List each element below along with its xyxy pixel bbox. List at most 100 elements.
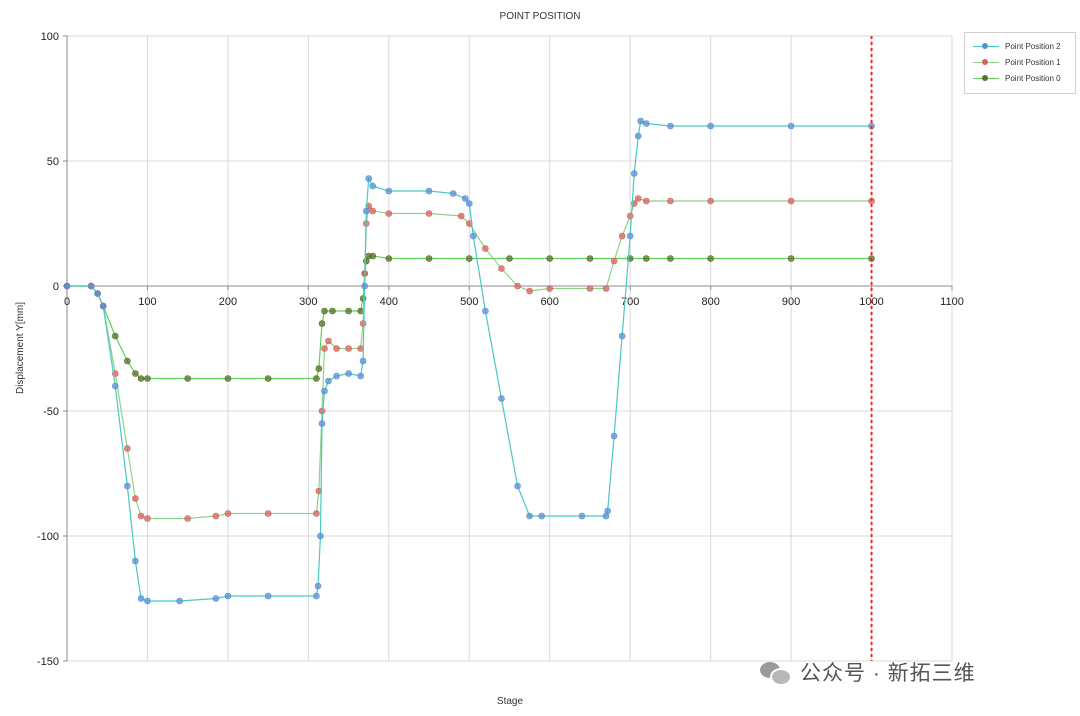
data-point (314, 582, 322, 590)
data-point (506, 255, 513, 262)
data-point (498, 395, 505, 402)
data-point (618, 332, 626, 340)
data-point (132, 495, 139, 502)
data-point (586, 285, 594, 292)
y-axis-ticks: 100 50 0 -50 -100 -150 (37, 31, 67, 668)
data-point (498, 265, 505, 272)
data-point (317, 532, 324, 540)
legend: Point Position 2 Point Position 1 Point … (964, 32, 1076, 94)
legend-item-point-position-2: Point Position 2 (971, 39, 1061, 53)
x-axis-title: Stage (497, 696, 524, 707)
data-point (586, 255, 594, 262)
data-point (425, 210, 433, 217)
data-point (321, 387, 328, 395)
data-point (461, 195, 469, 202)
x-axis-ticks: 010020030040050060070080090010001100 (64, 286, 964, 308)
data-point (457, 212, 465, 220)
data-point (124, 357, 131, 365)
data-point (642, 197, 650, 205)
x-tick-label: 300 (299, 296, 317, 308)
data-point (546, 285, 554, 292)
data-point (313, 592, 320, 600)
data-point (99, 302, 107, 310)
legend-item-point-position-0: Point Position 0 (971, 71, 1061, 85)
data-point (333, 345, 340, 352)
data-point (184, 375, 191, 382)
data-point (634, 132, 642, 140)
y-tick-label: -100 (37, 531, 59, 543)
data-point (369, 182, 377, 190)
data-point (618, 232, 626, 240)
x-tick-label: 200 (219, 296, 237, 308)
data-point (469, 232, 477, 240)
data-point (369, 252, 377, 260)
data-point (787, 255, 795, 262)
data-point (642, 255, 650, 262)
data-point (359, 320, 367, 327)
data-point (667, 255, 674, 262)
data-point (212, 595, 220, 602)
data-point (707, 197, 714, 205)
data-point (465, 255, 473, 262)
data-point (318, 320, 326, 327)
data-point (385, 187, 393, 195)
series-layer (63, 117, 875, 605)
data-point (313, 375, 320, 382)
x-tick-label: 500 (460, 296, 478, 308)
data-point (546, 255, 554, 262)
watermark: 公众号 · 新拓三维 (760, 652, 976, 692)
data-point (526, 287, 533, 295)
data-point (325, 337, 332, 345)
data-point (94, 290, 101, 297)
data-point (604, 507, 611, 515)
data-point (132, 557, 139, 565)
legend-label: Point Position 2 (1005, 41, 1061, 51)
data-point (318, 420, 326, 427)
data-point (345, 307, 352, 315)
chart-title: POINT POSITION (500, 11, 581, 22)
grid (66, 35, 953, 662)
data-point (144, 515, 151, 522)
series-point-position-2 (63, 117, 875, 605)
data-point (264, 375, 272, 382)
data-point (63, 282, 71, 290)
wechat-icon (760, 660, 792, 686)
data-point (787, 197, 795, 205)
data-point (634, 195, 642, 202)
data-point (111, 382, 119, 390)
data-point (365, 175, 373, 182)
legend-label: Point Position 0 (1005, 73, 1061, 83)
data-point (637, 117, 644, 125)
x-tick-label: 100 (138, 296, 156, 308)
data-point (321, 307, 328, 315)
data-point (465, 200, 473, 207)
data-point (449, 190, 457, 197)
data-point (425, 255, 433, 262)
data-point (345, 345, 352, 352)
data-point (111, 332, 119, 340)
data-point (707, 122, 714, 130)
data-point (787, 122, 795, 130)
data-point (514, 482, 521, 490)
data-point (357, 372, 364, 380)
data-point (642, 120, 650, 127)
data-point (144, 375, 151, 382)
legend-item-point-position-1: Point Position 1 (971, 55, 1061, 69)
data-point (626, 232, 634, 240)
data-point (137, 375, 145, 382)
data-point (224, 510, 232, 517)
watermark-text: 公众号 · 新拓三维 (800, 662, 976, 685)
data-point (264, 592, 272, 600)
x-tick-label: 700 (621, 296, 639, 308)
y-tick-label: 0 (53, 281, 59, 293)
data-point (318, 407, 326, 415)
y-tick-label: 50 (47, 156, 59, 168)
x-tick-label: 1100 (940, 296, 964, 308)
y-tick-label: -50 (43, 406, 59, 418)
data-point (667, 197, 674, 205)
x-tick-label: 0 (64, 296, 70, 308)
data-point (333, 372, 340, 380)
data-point (329, 307, 336, 315)
y-tick-label: 100 (41, 31, 59, 43)
data-point (87, 282, 95, 290)
